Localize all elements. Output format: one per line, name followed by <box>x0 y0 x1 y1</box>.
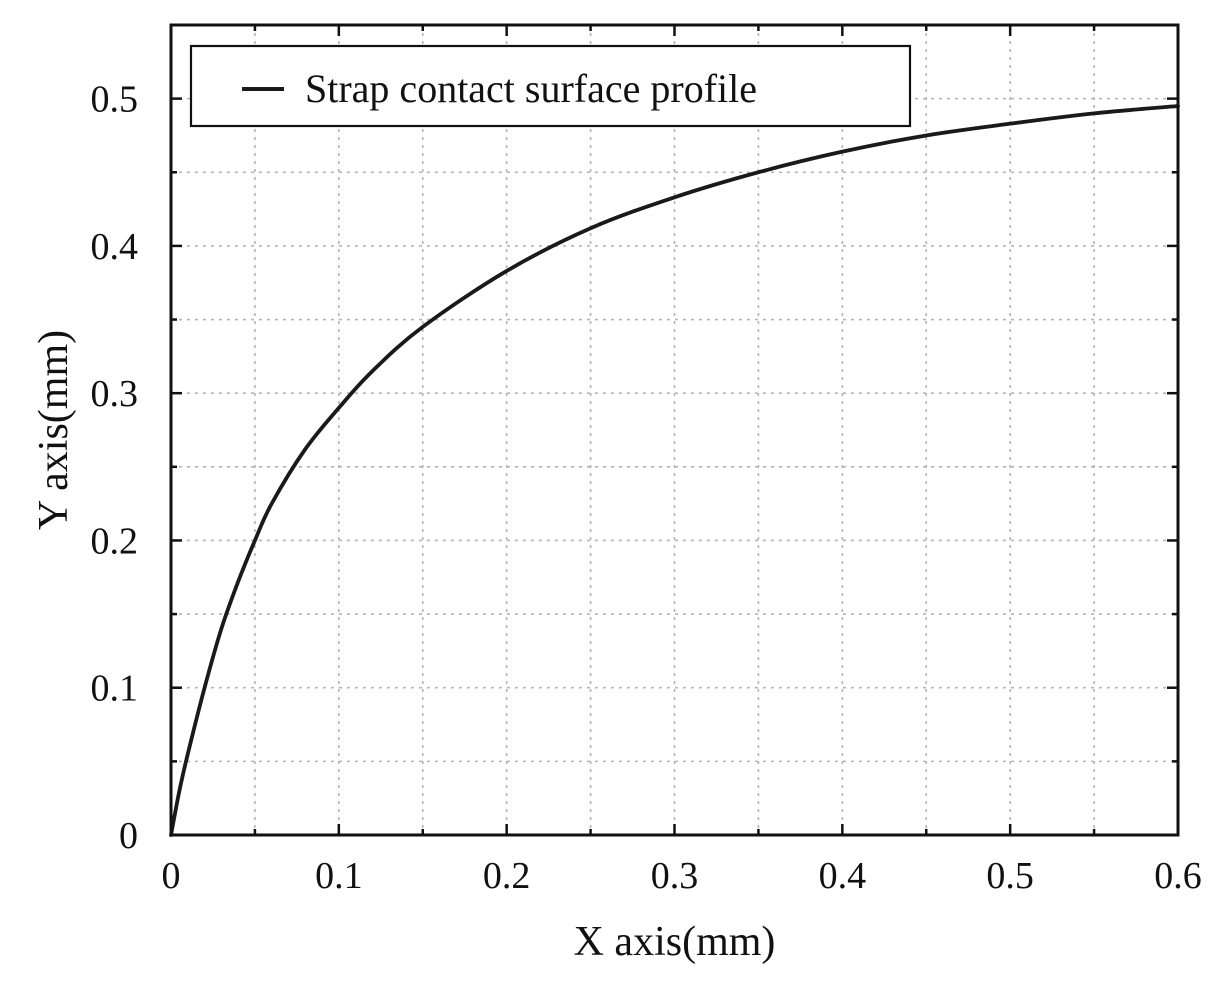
legend-label: Strap contact surface profile <box>305 66 757 111</box>
y-tick-label: 0.4 <box>91 226 139 268</box>
y-tick-label: 0 <box>119 815 138 857</box>
x-tick-label: 0.2 <box>483 855 531 897</box>
x-tick-labels: 0 0.1 0.2 0.3 0.4 0.5 0.6 <box>162 855 1202 897</box>
y-tick-label: 0.5 <box>91 79 139 121</box>
plot-frame <box>169 23 1180 837</box>
x-tick-label: 0.1 <box>315 855 363 897</box>
x-tick-label: 0.3 <box>651 855 699 897</box>
y-axis-title: Y axis(mm) <box>31 330 77 530</box>
x-tick-label: 0.4 <box>819 855 867 897</box>
x-tick-label: 0.6 <box>1154 855 1202 897</box>
y-tick-label: 0.1 <box>91 668 139 710</box>
y-tick-label: 0.2 <box>91 520 139 562</box>
x-tick-label: 0 <box>162 855 181 897</box>
y-tick-labels: 0 0.1 0.2 0.3 0.4 0.5 <box>91 79 139 857</box>
series-layer <box>169 104 1180 837</box>
y-tick-label: 0.3 <box>91 373 139 415</box>
series-line-strap-profile <box>169 104 1180 837</box>
legend: Strap contact surface profile <box>189 44 912 128</box>
x-axis-title: X axis(mm) <box>574 919 776 965</box>
grid-lines <box>171 25 1178 835</box>
x-tick-label: 0.5 <box>986 855 1034 897</box>
legend-box <box>189 44 912 128</box>
